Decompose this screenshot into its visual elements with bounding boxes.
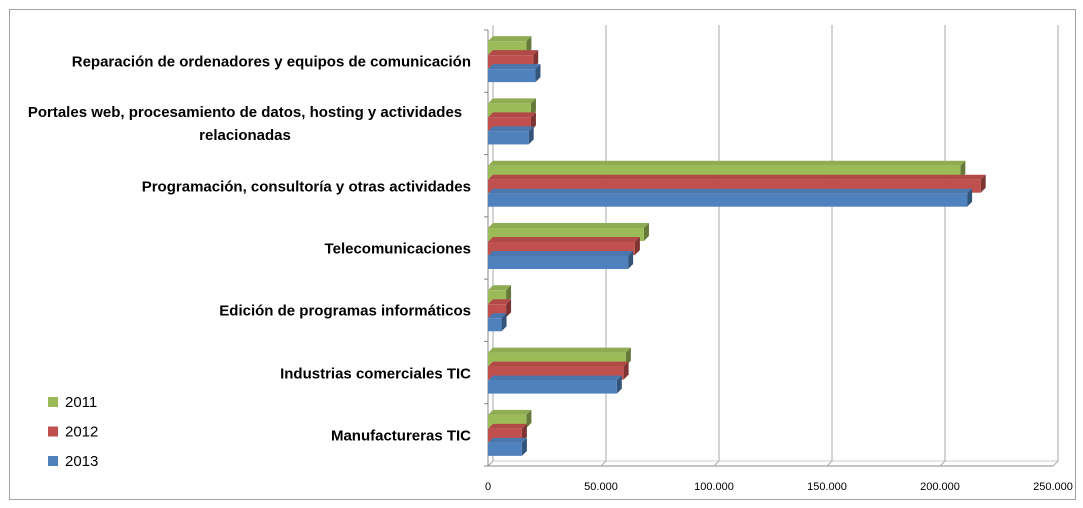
- category-label: Telecomunicaciones: [324, 240, 471, 258]
- grid-line: [939, 25, 946, 467]
- x-tick-label: 100.000: [694, 481, 734, 493]
- bar-top: [488, 361, 629, 367]
- chart-border: [9, 9, 1076, 500]
- legend-label: 2011: [65, 394, 97, 411]
- bar-side: [526, 36, 532, 55]
- bar-side: [528, 126, 534, 145]
- bar-side: [506, 285, 512, 304]
- bar-top: [488, 160, 966, 166]
- legend-label: 2013: [65, 453, 98, 470]
- grid-line: [713, 25, 720, 467]
- bar-side: [530, 112, 536, 131]
- bar-top: [488, 423, 527, 429]
- bar: [488, 69, 536, 83]
- bar: [488, 318, 502, 332]
- grid-line: [1052, 25, 1059, 467]
- bar-top: [488, 98, 536, 104]
- legend-swatch: [48, 426, 58, 437]
- bar-top: [488, 174, 986, 180]
- bar-side: [628, 251, 634, 269]
- bar-side: [521, 437, 527, 456]
- bar-top: [488, 237, 640, 242]
- bar-top: [488, 375, 622, 381]
- category-label: Reparación de ordenadores y equipos de c…: [71, 53, 471, 71]
- bar-top: [488, 437, 527, 443]
- bar: [488, 193, 968, 207]
- bar: [488, 131, 529, 145]
- bar-top: [488, 299, 512, 305]
- bar-side: [526, 409, 532, 428]
- bar-side: [967, 188, 973, 207]
- bar-top: [488, 50, 539, 56]
- category-label: Programación, consultoría y otras activi…: [141, 178, 471, 196]
- bar-side: [501, 313, 507, 332]
- bar: [488, 380, 617, 394]
- bar-side: [643, 223, 649, 241]
- bar-side: [625, 347, 631, 366]
- legend-swatch: [48, 397, 58, 407]
- bar-top: [488, 251, 634, 256]
- bar-top: [488, 36, 532, 42]
- x-tick-label: 200.000: [920, 481, 960, 493]
- bar-side: [960, 160, 966, 179]
- category-label: Manufactureras TIC: [330, 427, 471, 445]
- bar-side: [533, 50, 539, 69]
- x-tick-label: 50.000: [584, 481, 618, 493]
- bar-side: [980, 174, 986, 193]
- bar: [488, 256, 629, 269]
- x-tick-label: 250.000: [1033, 481, 1073, 493]
- bar-top: [488, 64, 541, 70]
- bar-top: [488, 347, 631, 353]
- bar-top: [488, 313, 507, 319]
- bar-side: [634, 237, 640, 255]
- bar-side: [535, 64, 541, 83]
- category-label: Industrias comerciales TIC: [280, 365, 471, 383]
- x-tick-label: 0: [485, 481, 491, 493]
- bar-side: [530, 98, 536, 117]
- bar-side: [623, 361, 629, 380]
- x-tick-label: 150.000: [807, 481, 847, 493]
- bar-top: [488, 188, 973, 194]
- bar: [488, 442, 522, 456]
- bar-top: [488, 223, 649, 228]
- bar-side: [521, 423, 527, 442]
- bar-side: [506, 299, 512, 318]
- bar-top: [488, 112, 536, 118]
- bar-side: [616, 375, 622, 394]
- bar-top: [488, 126, 534, 132]
- bar-top: [488, 409, 532, 415]
- bar-top: [488, 285, 512, 291]
- legend-label: 2012: [65, 423, 98, 440]
- grid-line: [826, 25, 833, 467]
- legend-swatch: [48, 456, 58, 466]
- category-label: Portales web, procesamiento de datos, ho…: [27, 104, 463, 145]
- category-label: Edición de programas informáticos: [219, 302, 471, 320]
